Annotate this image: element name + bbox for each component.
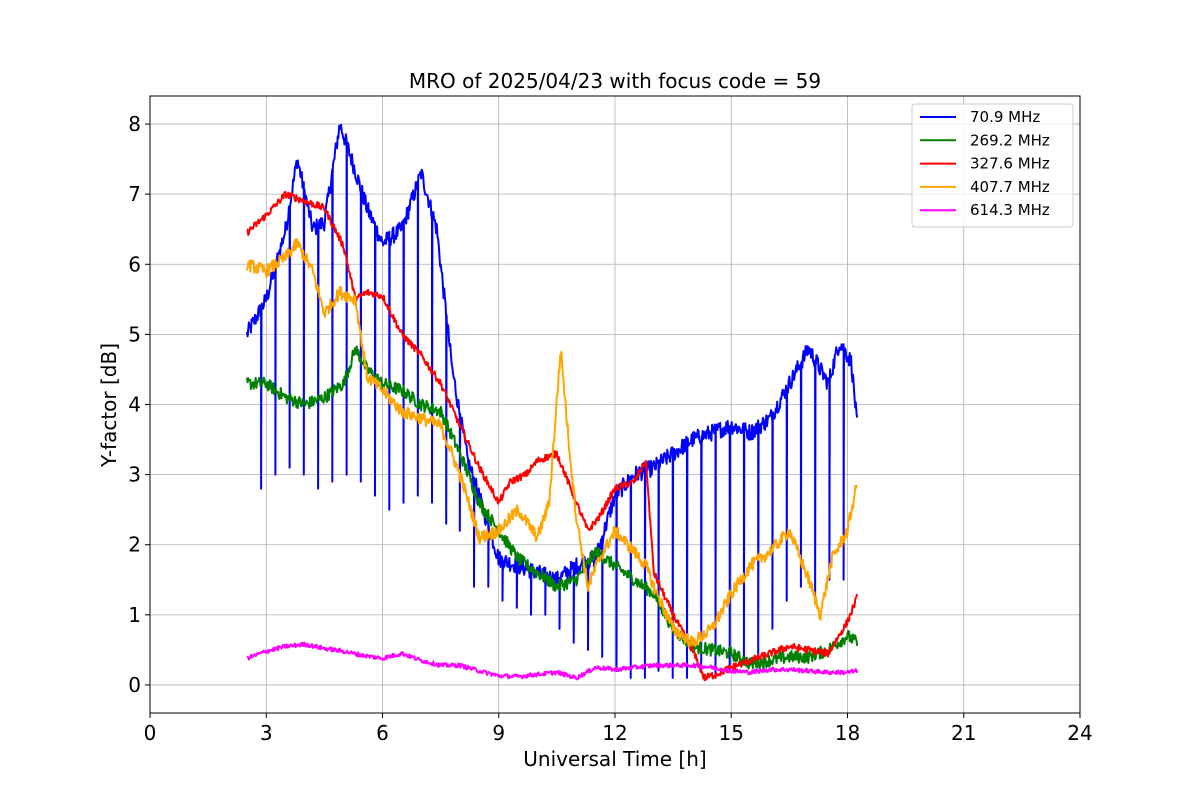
x-tick-label: 21 bbox=[951, 721, 976, 745]
legend-box bbox=[911, 103, 1074, 228]
legend: 70.9 MHz 269.2 MHz 327.6 MHz 407.7 MHz 614.3… bbox=[911, 103, 1074, 228]
legend-label: 327.6 MHz bbox=[970, 155, 1050, 173]
legend-label: 407.7 MHz bbox=[970, 178, 1050, 196]
y-tick-label: 3 bbox=[128, 463, 141, 487]
y-tick-label: 0 bbox=[128, 673, 141, 697]
y-tick-label: 4 bbox=[128, 393, 141, 417]
y-axis-label: Y-factor [dB] bbox=[97, 343, 121, 468]
x-tick-label: 0 bbox=[144, 721, 157, 745]
legend-label: 70.9 MHz bbox=[970, 108, 1040, 126]
legend-label: 269.2 MHz bbox=[970, 131, 1050, 149]
y-tick-label: 6 bbox=[128, 252, 141, 276]
legend-label: 614.3 MHz bbox=[970, 201, 1050, 219]
y-tick-label: 5 bbox=[128, 322, 141, 346]
x-tick-label: 15 bbox=[719, 721, 744, 745]
x-tick-label: 12 bbox=[602, 721, 627, 745]
x-tick-label: 6 bbox=[376, 721, 389, 745]
x-axis-label: Universal Time [h] bbox=[523, 747, 706, 771]
series-line bbox=[245, 238, 858, 648]
y-tick-label: 2 bbox=[128, 533, 141, 557]
x-axis: 0 3 6 9 12 15 18 21 24 bbox=[144, 713, 1093, 745]
y-tick-label: 1 bbox=[128, 603, 141, 627]
x-tick-label: 18 bbox=[835, 721, 860, 745]
x-tick-label: 9 bbox=[492, 721, 505, 745]
y-tick-label: 8 bbox=[128, 112, 141, 136]
x-tick-label: 24 bbox=[1067, 721, 1092, 745]
y-tick-label: 7 bbox=[128, 182, 141, 206]
y-axis: 0 1 2 3 4 5 6 7 8 bbox=[128, 112, 150, 697]
series-line bbox=[246, 641, 859, 681]
x-tick-label: 3 bbox=[260, 721, 273, 745]
series-layer bbox=[245, 123, 859, 682]
chart-title: MRO of 2025/04/23 with focus code = 59 bbox=[409, 69, 821, 93]
